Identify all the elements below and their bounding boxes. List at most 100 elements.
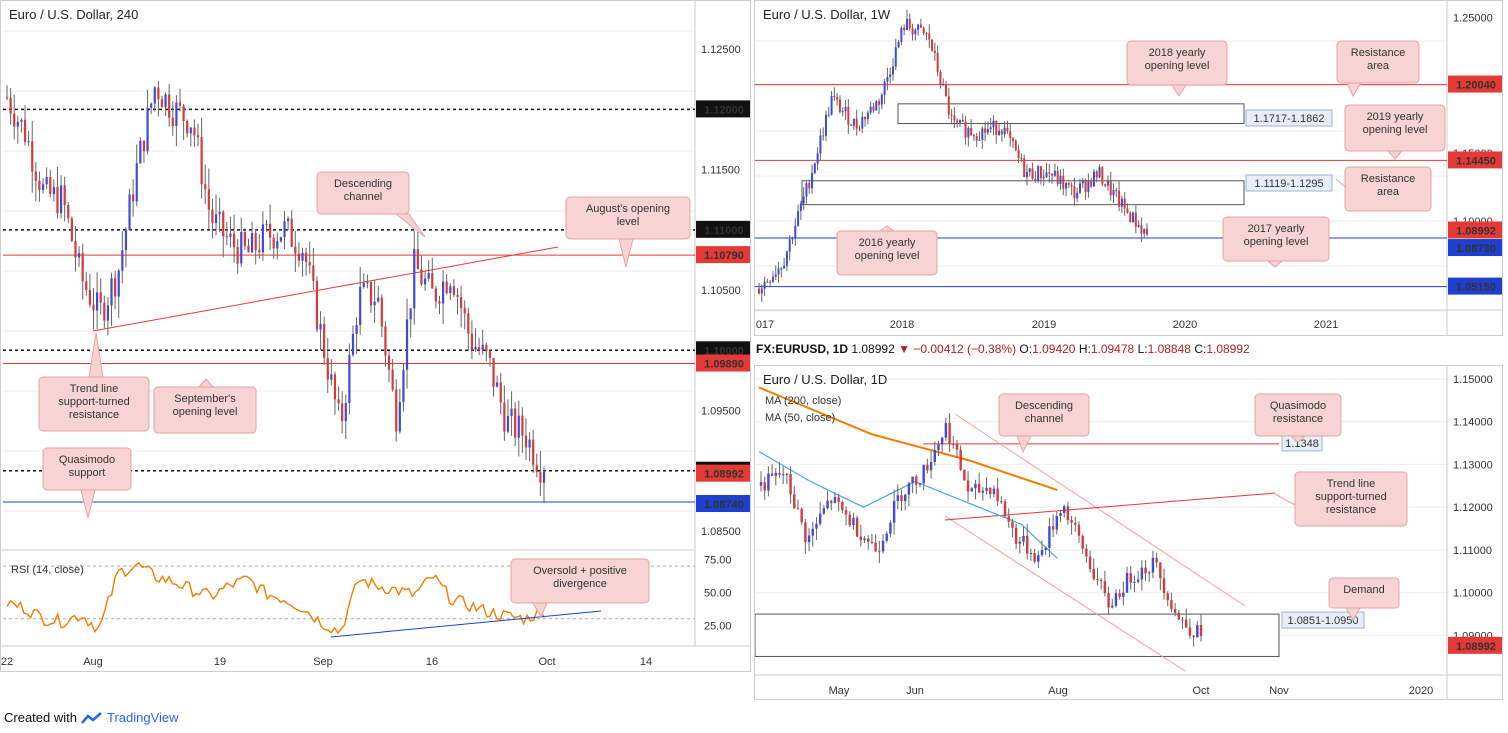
daily-candle <box>767 473 770 491</box>
daily-candle <box>907 483 911 495</box>
weekly-candle <box>995 120 998 135</box>
time-tick-label: 19 <box>214 656 226 668</box>
h4-candle <box>103 302 106 321</box>
daily-candle <box>1099 579 1103 582</box>
weekly-candle <box>1003 127 1006 135</box>
daily-candle <box>929 462 933 471</box>
h4-candle <box>434 288 437 302</box>
h4-candle <box>402 369 405 403</box>
time-tick-label: 16 <box>426 656 438 668</box>
daily-candle <box>833 497 837 503</box>
h4-candle <box>142 140 146 152</box>
callout-september-opening-pointer <box>197 378 215 388</box>
daily-candle <box>1092 569 1095 580</box>
daily-candle <box>1077 524 1081 536</box>
tradingview-brand[interactable]: TradingView <box>106 710 179 725</box>
chart-panel-h4[interactable]: 1.12500 1.11500 1.10500 1.09500 1.08500 1.120… <box>0 0 751 672</box>
daily-candle <box>822 508 826 514</box>
daily-candle <box>955 444 959 450</box>
weekly-candle <box>889 74 892 78</box>
daily-candle <box>1051 526 1055 530</box>
h4-candle <box>240 231 243 264</box>
callout-september-opening-text-0: September's <box>174 393 236 405</box>
h4-candle <box>146 107 149 152</box>
price-tick-label: 1.11000 <box>1453 545 1492 557</box>
h4-candle <box>178 102 182 106</box>
weekly-candle <box>836 97 839 100</box>
h4-candle <box>528 439 531 448</box>
daily-candle <box>1177 612 1181 620</box>
price-tag-bg <box>696 354 750 372</box>
weekly-candle <box>841 111 844 113</box>
chart-h4-canvas[interactable]: 1.12500 1.11500 1.10500 1.09500 1.08500 1.120… <box>1 1 751 672</box>
weekly-candle <box>1014 140 1017 150</box>
chart-panel-weekly[interactable]: 1.1717-1.18621.1119-1.12951.250001.15000… <box>754 0 1503 336</box>
chart-panel-daily[interactable]: MA (200, close) MA (50, close) 1.1348 1.085… <box>754 365 1503 700</box>
daily-candle <box>878 551 881 553</box>
weekly-plot <box>755 1 1502 335</box>
callout-august-opening-pointer <box>618 238 634 268</box>
daily-candle <box>889 522 892 534</box>
h4-candle <box>326 357 329 380</box>
weekly-candle <box>967 127 970 138</box>
callout-2016-opening-box <box>836 230 938 276</box>
h4-candle <box>449 286 452 293</box>
weekly-candle <box>1070 184 1073 187</box>
callout-2019-opening-pointer <box>1386 150 1404 160</box>
price-tag-bg <box>1448 221 1502 239</box>
daily-candle <box>1181 619 1184 621</box>
callout-2017-opening-box <box>1222 216 1330 262</box>
daily-candle <box>970 488 973 492</box>
weekly-candle <box>1000 130 1003 135</box>
weekly-candle <box>1126 208 1129 213</box>
open-label: O: <box>1019 342 1033 356</box>
callout-2016-opening-text-0: 2016 yearly <box>859 237 916 249</box>
weekly-candle <box>799 203 802 212</box>
weekly-candle <box>869 106 872 113</box>
callout-oversold-text-1: divergence <box>553 578 607 590</box>
h4-candle <box>431 272 434 289</box>
callout-descending-channel-box <box>316 171 410 215</box>
price-tag-bg <box>1448 151 1502 169</box>
channel-upper <box>954 413 1246 607</box>
weekly-candle <box>1140 225 1143 234</box>
h4-candle <box>276 241 279 249</box>
price-tick-label: 1.15000 <box>1453 374 1493 386</box>
weekly-candle <box>1079 183 1082 193</box>
callout-descending-channel-text-0: Descending <box>334 178 392 190</box>
daily-candle <box>1125 573 1129 593</box>
callout-demand-box <box>1328 577 1400 609</box>
h4-candle <box>290 218 293 247</box>
symbol-info-bar: FX:EURUSD, 1D 1.08992 ▼ −0.00412 (−0.38%… <box>756 342 1250 356</box>
daily-candle <box>778 472 781 475</box>
h4-candle <box>492 357 495 387</box>
weekly-candle <box>970 127 973 136</box>
price-tick-label: 1.14000 <box>1453 417 1493 429</box>
h4-candle <box>214 214 218 224</box>
weekly-candle <box>900 27 903 42</box>
weekly-candle <box>855 118 858 129</box>
price-tick-label: 1.11500 <box>701 165 740 177</box>
daily-candle <box>1088 556 1092 570</box>
h4-candle <box>121 250 124 271</box>
h4-candle <box>287 218 290 222</box>
weekly-candle <box>808 183 811 189</box>
close-value: 1.08992 <box>1206 342 1250 356</box>
weekly-candle <box>1087 180 1090 193</box>
callout-demand: Demand <box>1328 577 1400 621</box>
chart-daily-canvas[interactable]: MA (200, close) MA (50, close) 1.1348 1.085… <box>755 366 1503 700</box>
weekly-candle <box>833 95 836 98</box>
weekly-candle <box>1076 192 1079 199</box>
h4-candle <box>496 382 499 387</box>
weekly-candle <box>1104 184 1107 186</box>
time-tick-label: 22 <box>1 656 13 668</box>
callout-2018-opening-box <box>1126 40 1228 86</box>
chart-title: Euro / U.S. Dollar, 1D <box>763 372 888 387</box>
chart-weekly-canvas[interactable]: 1.1717-1.18621.1119-1.12951.250001.15000… <box>755 1 1503 336</box>
h4-candle <box>160 99 164 108</box>
h4-candle <box>106 305 110 321</box>
callout-trendline-text-2: resistance <box>69 409 119 421</box>
h4-candle <box>9 97 12 114</box>
